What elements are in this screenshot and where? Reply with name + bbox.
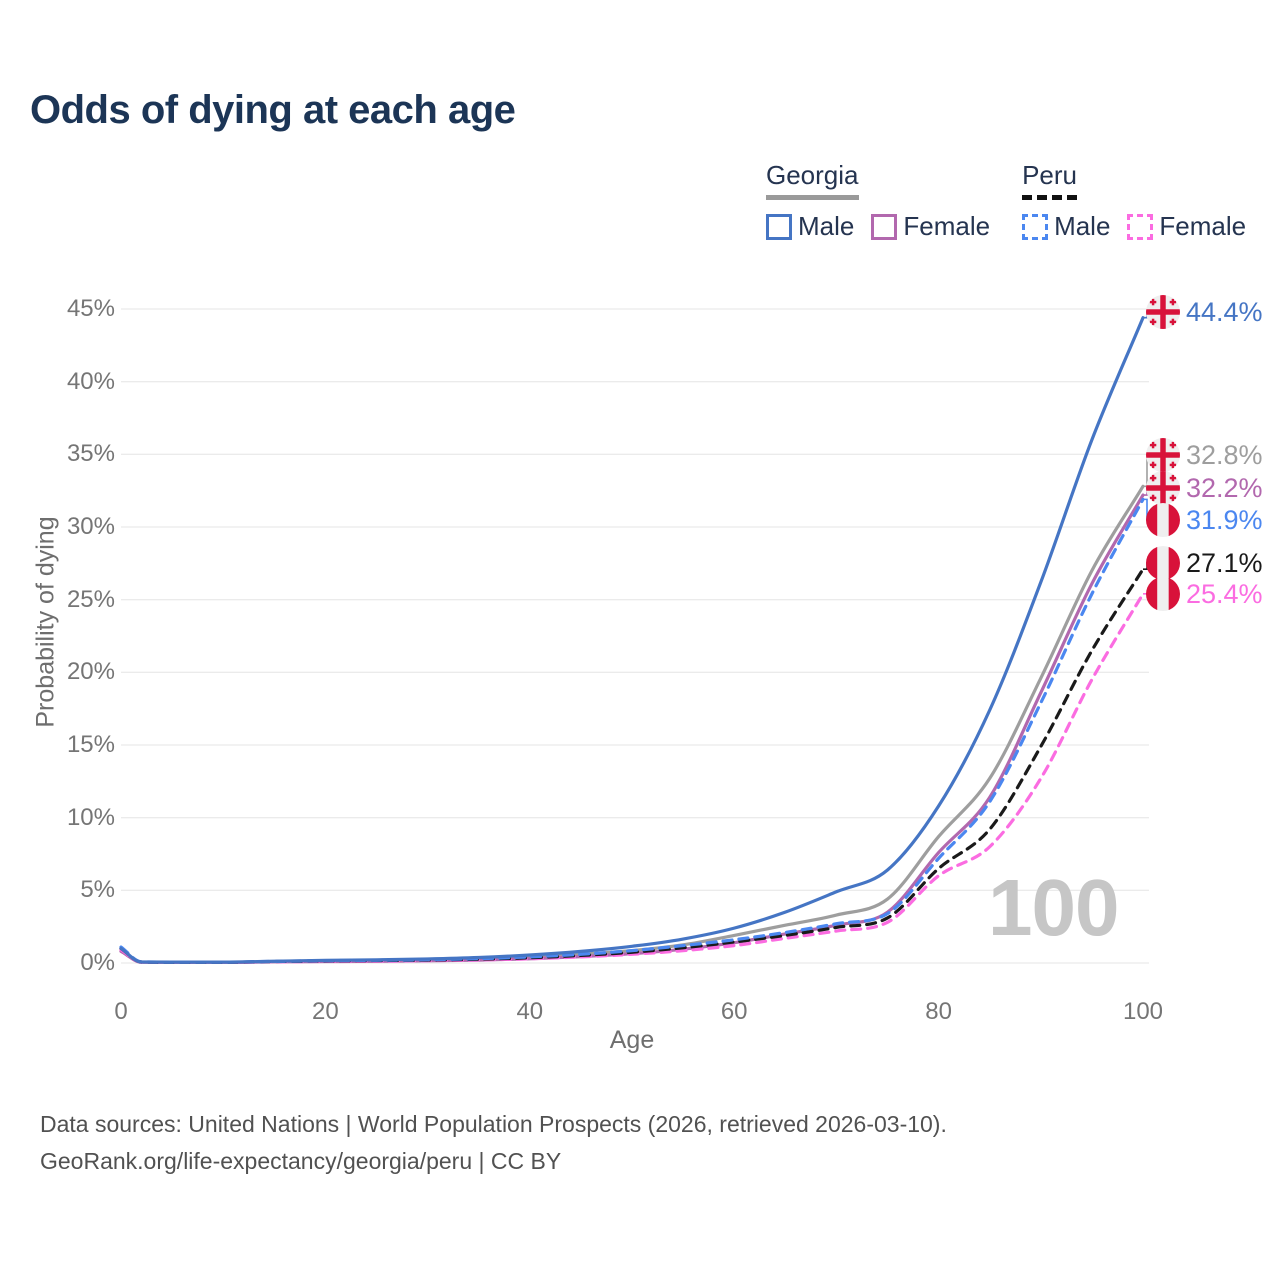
y-axis-title: Probability of dying <box>31 516 60 728</box>
age-watermark: 100 <box>988 863 1119 952</box>
legend-swatch-icon <box>1022 213 1049 240</box>
legend-item-label: Female <box>903 211 991 241</box>
georgia-flag-icon <box>1146 438 1180 472</box>
series-line-peru-female <box>119 592 1145 964</box>
end-label-value: 31.9% <box>1186 504 1263 535</box>
y-tick-label: 35% <box>66 440 115 468</box>
chart-title: Odds of dying at each age <box>30 88 516 132</box>
legend-item-label: Male <box>798 211 855 241</box>
end-label-peru-female: 25.4% <box>1146 577 1263 611</box>
series-line-georgia-male <box>119 316 1145 964</box>
end-label-peru-all: 27.1% <box>1146 546 1263 580</box>
x-axis-title: Age <box>609 1026 655 1054</box>
y-tick-label: 0% <box>80 949 115 976</box>
y-tick-label: 5% <box>80 876 115 904</box>
end-label-value: 27.1% <box>1186 547 1263 578</box>
peru-flag-icon <box>1146 577 1180 611</box>
end-label-value: 25.4% <box>1186 578 1263 609</box>
legend-item-peru-female[interactable]: Female <box>1127 211 1246 242</box>
y-tick-label: 45% <box>66 295 115 322</box>
x-tick-label: 80 <box>925 998 952 1025</box>
footer: Data sources: United Nations | World Pop… <box>40 1106 947 1180</box>
end-label-value: 44.4% <box>1186 296 1263 327</box>
legend-swatch-icon <box>1127 213 1154 240</box>
legend-country-peru[interactable]: Peru <box>1022 160 1077 200</box>
chart-legend: Georgia Male Female Peru Male Female <box>766 160 1246 242</box>
peru-flag-icon <box>1146 546 1180 580</box>
georgia-flag-icon <box>1146 295 1180 329</box>
legend-country-georgia[interactable]: Georgia <box>766 160 859 200</box>
y-tick-label: 15% <box>66 731 115 758</box>
y-tick-label: 30% <box>66 513 115 540</box>
end-label-value: 32.8% <box>1186 439 1263 470</box>
legend-item-peru-male[interactable]: Male <box>1022 211 1110 242</box>
legend-group-georgia: Georgia Male Female <box>766 160 990 242</box>
footer-attribution: GeoRank.org/life-expectancy/georgia/peru… <box>40 1148 562 1174</box>
end-label-georgia-male: 44.4% <box>1146 295 1263 329</box>
x-tick-label: 40 <box>516 998 544 1025</box>
end-label-value: 32.2% <box>1186 472 1263 503</box>
end-label-georgia-female: 32.2% <box>1146 471 1263 505</box>
x-tick-label: 20 <box>312 998 339 1025</box>
legend-group-peru: Peru Male Female <box>1022 160 1246 242</box>
footer-data-sources: Data sources: United Nations | World Pop… <box>40 1111 947 1137</box>
legend-item-label: Male <box>1054 211 1111 241</box>
end-label-peru-male: 31.9% <box>1146 503 1263 537</box>
legend-swatch-icon <box>766 213 792 240</box>
end-label-georgia-all: 32.8% <box>1146 438 1263 472</box>
y-tick-label: 25% <box>66 585 115 613</box>
georgia-flag-icon <box>1146 471 1180 505</box>
x-tick-label: 100 <box>1122 998 1164 1025</box>
y-tick-label: 20% <box>66 658 115 686</box>
y-tick-label: 10% <box>66 803 115 831</box>
x-tick-label: 0 <box>114 998 128 1025</box>
legend-swatch-icon <box>871 213 898 240</box>
legend-item-georgia-female[interactable]: Female <box>871 211 990 242</box>
y-tick-label: 40% <box>66 367 115 395</box>
x-tick-label: 60 <box>720 998 748 1025</box>
legend-item-label: Female <box>1159 211 1247 241</box>
peru-flag-icon <box>1146 503 1180 537</box>
legend-item-georgia-male[interactable]: Male <box>766 211 854 242</box>
